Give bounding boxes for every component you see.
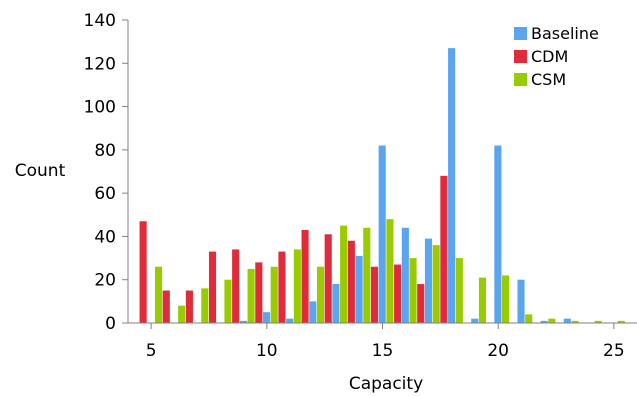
bar-cdm-17 — [417, 284, 425, 323]
bar-baseline-15 — [378, 145, 386, 323]
bar-csm-14 — [363, 227, 371, 323]
y-tick-label: 140 — [84, 11, 116, 31]
legend-swatch-baseline — [514, 27, 527, 40]
bar-csm-20 — [502, 275, 510, 323]
bar-baseline-22 — [540, 320, 548, 323]
bar-csm-11 — [293, 249, 301, 323]
bar-cdm-5 — [139, 221, 147, 323]
y-tick-label: 120 — [84, 54, 116, 74]
legend-label-csm: CSM — [531, 70, 566, 89]
legend-swatch-cdm — [514, 50, 527, 63]
bar-csm-15 — [386, 219, 394, 323]
bar-baseline-9 — [239, 320, 247, 323]
bar-csm-5 — [154, 266, 163, 323]
y-tick-label: 0 — [105, 314, 116, 334]
bar-csm-25 — [617, 320, 625, 323]
bar-cdm-15 — [370, 266, 379, 323]
bar-csm-23 — [571, 320, 579, 323]
bar-csm-8 — [224, 279, 232, 323]
legend-swatch-csm — [514, 73, 527, 86]
x-axis-title: Capacity — [349, 374, 423, 394]
bar-cdm-14 — [347, 240, 355, 323]
bar-baseline-10 — [262, 312, 271, 323]
bar-csm-9 — [247, 268, 255, 323]
bar-csm-7 — [201, 288, 209, 323]
bar-cdm-11 — [278, 251, 286, 323]
bar-baseline-19 — [471, 318, 479, 323]
bar-baseline-20 — [494, 145, 502, 323]
legend: Baseline CDM CSM — [507, 20, 630, 98]
x-axis-ticks: 5 10 15 20 25 — [146, 323, 625, 361]
bar-csm-10 — [270, 266, 278, 323]
legend-label-baseline: Baseline — [531, 24, 599, 43]
y-tick-label: 60 — [94, 184, 116, 204]
bar-cdm-13 — [324, 234, 332, 323]
bar-baseline-13 — [332, 284, 340, 323]
y-tick-label: 80 — [94, 141, 116, 161]
bar-baseline-23 — [563, 318, 571, 323]
legend-label-cdm: CDM — [531, 47, 568, 66]
x-tick-label: 5 — [146, 341, 157, 361]
bar-cdm-16 — [394, 264, 402, 323]
bar-csm-6 — [178, 305, 186, 323]
bar-baseline-12 — [309, 301, 317, 323]
bar-cdm-18 — [440, 175, 448, 323]
bar-cdm-12 — [301, 229, 309, 323]
bar-csm-24 — [594, 320, 602, 323]
y-axis-ticks: 0 20 40 60 80 100 120 140 — [84, 11, 128, 334]
bar-baseline-17 — [424, 238, 433, 323]
bar-cdm-10 — [255, 262, 263, 323]
x-tick-label: 10 — [256, 341, 278, 361]
bar-csm-12 — [316, 266, 325, 323]
y-axis-title: Count — [15, 161, 66, 181]
bar-csm-22 — [548, 318, 556, 323]
bar-baseline-21 — [517, 279, 525, 323]
x-tick-label: 25 — [603, 341, 625, 361]
bar-baseline-11 — [286, 318, 294, 323]
bar-csm-13 — [340, 225, 348, 323]
bar-csm-17 — [432, 245, 440, 323]
y-tick-label: 100 — [84, 98, 116, 118]
bar-cdm-6 — [162, 290, 170, 323]
bar-baseline-18 — [448, 48, 456, 323]
bar-csm-21 — [525, 314, 533, 323]
bar-cdm-9 — [232, 249, 240, 323]
bar-csm-16 — [409, 258, 417, 323]
y-tick-label: 20 — [94, 271, 116, 291]
x-tick-label: 20 — [487, 341, 509, 361]
bar-cdm-8 — [208, 251, 217, 323]
bar-baseline-14 — [355, 255, 363, 323]
bar-baseline-16 — [401, 227, 409, 323]
bar-cdm-7 — [185, 290, 193, 323]
bar-csm-18 — [455, 258, 463, 323]
bar-csm-19 — [478, 277, 487, 323]
legend-background — [507, 20, 630, 98]
bars-layer — [139, 48, 625, 323]
y-tick-label: 40 — [94, 227, 116, 247]
x-tick-label: 15 — [372, 341, 394, 361]
